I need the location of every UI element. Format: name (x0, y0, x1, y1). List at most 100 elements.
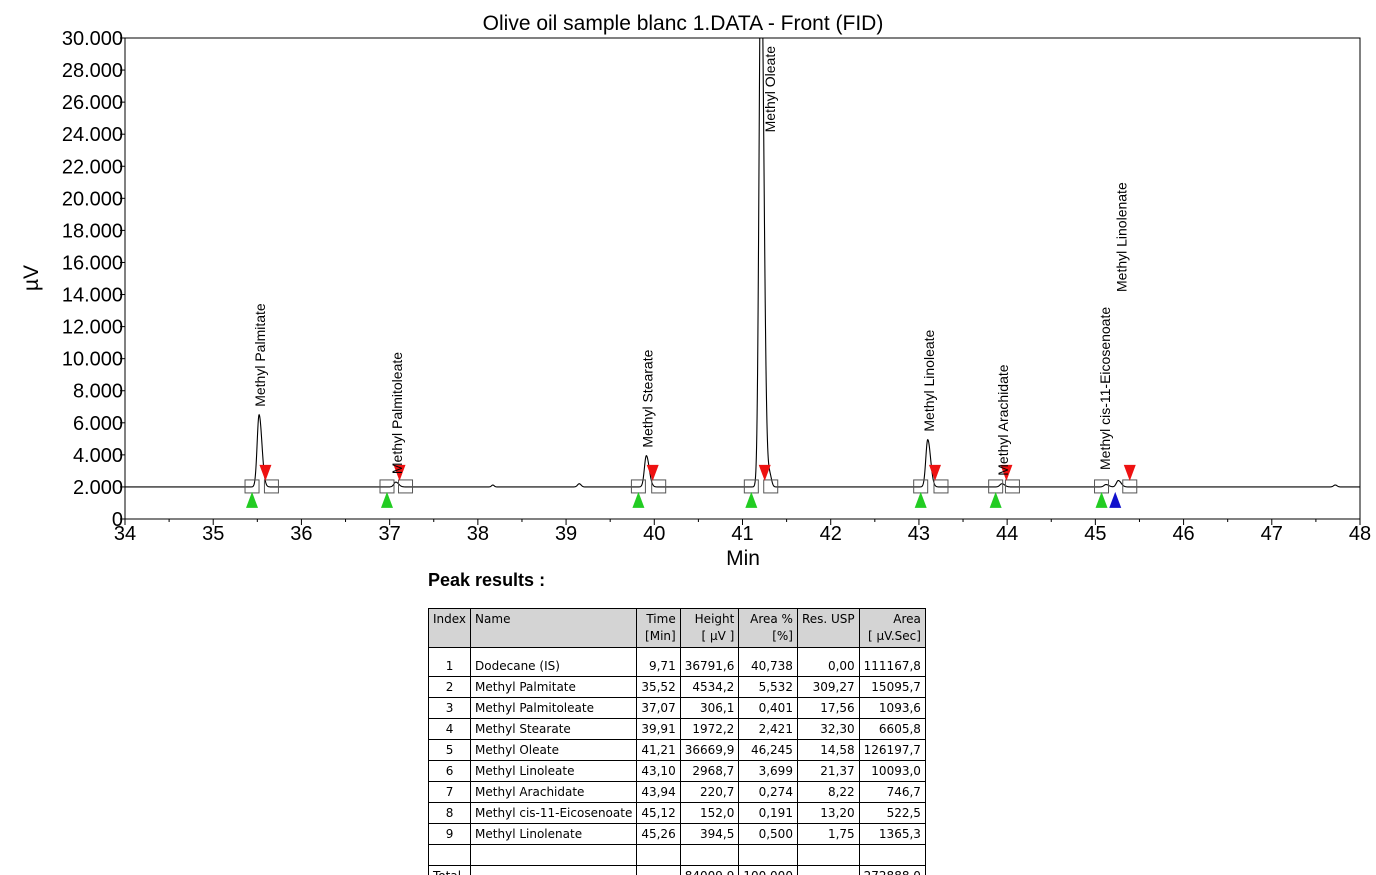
x-tick-label: 42 (820, 523, 842, 545)
x-tick-label: 46 (1172, 523, 1194, 545)
peak-label: Methyl Palmitate (252, 303, 268, 407)
peak-end-marker (393, 464, 406, 481)
table-cell: Total (428, 865, 472, 875)
integration-box (651, 479, 667, 494)
peak-end-marker (1123, 464, 1136, 481)
table-cell: Methyl Arachidate (470, 781, 638, 803)
peak-label: Methyl Palmitoleate (389, 352, 405, 474)
integration-box (263, 479, 279, 494)
table-cell: Methyl Linolenate (470, 823, 638, 845)
peak-end-marker (646, 464, 659, 481)
table-cell: 0,274 (738, 781, 798, 803)
y-axis-ticks: 0 2.000 4.000 6.000 8.000 10.000 12.000 14.000 1… (62, 28, 125, 531)
y-tick-label: 0 (112, 509, 123, 531)
y-tick-label: 10.000 (62, 349, 123, 371)
table-cell: 39,91 (636, 718, 681, 740)
table-cell: 4 (428, 718, 472, 740)
table-cell: 43,10 (636, 760, 681, 782)
table-cell: 14,58 (796, 739, 860, 761)
table-cell: 46,245 (738, 739, 798, 761)
table-cell: 84009,9 (679, 865, 740, 875)
table-cell: 0,191 (738, 802, 798, 824)
x-tick-label: 37 (379, 523, 401, 545)
y-tick-label: 18.000 (62, 220, 123, 242)
column-header: Height[ µV ] (679, 608, 740, 648)
table-cell: 3,699 (738, 760, 798, 782)
plot-frame (124, 37, 1361, 520)
table-cell: 3 (428, 697, 472, 719)
table-cell (796, 865, 860, 875)
peak-start-marker (1095, 491, 1108, 508)
y-tick-label: 26.000 (62, 92, 123, 114)
table-cell: 2 (428, 676, 472, 698)
y-tick-label: 6.000 (73, 413, 123, 435)
table-cell: 32,30 (796, 718, 860, 740)
column-header: Res. USP (796, 608, 860, 648)
table-cell: 7 (428, 781, 472, 803)
peak-start-marker (989, 491, 1002, 508)
table-cell: 45,26 (636, 823, 681, 845)
table-cell: 746,7 (858, 781, 926, 803)
plot-area: Methyl Palmitate Methyl Palmitoleate Methy… (125, 38, 1360, 508)
table-cell: 126197,7 (858, 739, 926, 761)
x-tick-label: 35 (202, 523, 224, 545)
y-tick-label: 20.000 (62, 188, 123, 210)
table-row: 6 Methyl Linoleate 43,10 2968,7 3,699 21,37 10… (428, 760, 926, 782)
total-row: Total 84009,9100,000 272888,0 (428, 865, 926, 875)
integration-box (763, 479, 779, 494)
table-header-row: Index Name Time [Min] Height[ µV ] Area % [%] R… (428, 608, 926, 648)
table-cell: 40,738 (738, 656, 798, 677)
table-cell: 220,7 (679, 781, 740, 803)
table-row: 1 Dodecane (IS) 9,71 36791,6 40,738 0,00 11116… (428, 656, 926, 677)
peak-results-table: Index Name Time [Min] Height[ µV ] Area % [%] R… (428, 608, 926, 875)
x-tick-label: 40 (643, 523, 665, 545)
chart-title: Olive oil sample blanc 1.DATA - Front (F… (483, 12, 884, 35)
table-cell: 8,22 (796, 781, 860, 803)
y-tick-label: 12.000 (62, 317, 123, 339)
table-cell: 6 (428, 760, 472, 782)
peak-start-marker (246, 491, 259, 508)
table-cell: 0,401 (738, 697, 798, 719)
table-cell: 5 (428, 739, 472, 761)
table-cell: Methyl cis-11-Eicosenoate (470, 802, 638, 824)
peak-end-marker (928, 464, 941, 481)
table-cell: 36791,6 (679, 656, 740, 677)
table-cell: 272888,0 (858, 865, 926, 875)
table-cell: 1 (428, 656, 472, 677)
table-cell: 1365,3 (858, 823, 926, 845)
peak-start-marker (380, 491, 393, 508)
table-cell: Methyl Palmitoleate (470, 697, 638, 719)
table-cell (636, 865, 681, 875)
peak-label: Methyl Linoleate (921, 329, 937, 431)
peak-results-table-container: Index Name Time [Min] Height[ µV ] Area % [%] R… (428, 608, 968, 875)
x-tick-label: 43 (908, 523, 930, 545)
peak-label: Methyl Oleate (762, 46, 778, 133)
table-cell: Methyl Oleate (470, 739, 638, 761)
y-axis-label: µV (20, 265, 43, 291)
table-cell: 306,1 (679, 697, 740, 719)
peak-end-marker (1000, 464, 1013, 481)
y-tick-label: 16.000 (62, 252, 123, 274)
table-row: 2 Methyl Palmitate 35,52 4534,2 5,532 309,27 1… (428, 676, 926, 698)
table-cell: 309,27 (796, 676, 860, 698)
column-header: Index (428, 608, 472, 648)
table-cell: 41,21 (636, 739, 681, 761)
y-tick-label: 24.000 (62, 124, 123, 146)
table-cell: 1093,6 (858, 697, 926, 719)
table-cell: 2968,7 (679, 760, 740, 782)
table-cell (470, 865, 638, 875)
table-row: 4 Methyl Stearate 39,91 1972,2 2,421 32,30 660… (428, 718, 926, 740)
spacer-row (428, 647, 926, 656)
table-row: 5 Methyl Oleate 41,21 36669,9 46,245 14,58 126… (428, 739, 926, 761)
x-tick-label: 48 (1349, 523, 1371, 545)
y-tick-label: 14.000 (62, 285, 123, 307)
table-cell: 8 (428, 802, 472, 824)
chromatogram-trace (125, 38, 1360, 488)
table-cell: 37,07 (636, 697, 681, 719)
table-cell: 0,00 (796, 656, 860, 677)
table-cell: 9 (428, 823, 472, 845)
peak-label: Methyl cis-11-Eicosenoate (1097, 307, 1113, 470)
table-row: 7 Methyl Arachidate 43,94 220,7 0,274 8,22 746… (428, 781, 926, 803)
table-cell: 21,37 (796, 760, 860, 782)
table-cell: 522,5 (858, 802, 926, 824)
